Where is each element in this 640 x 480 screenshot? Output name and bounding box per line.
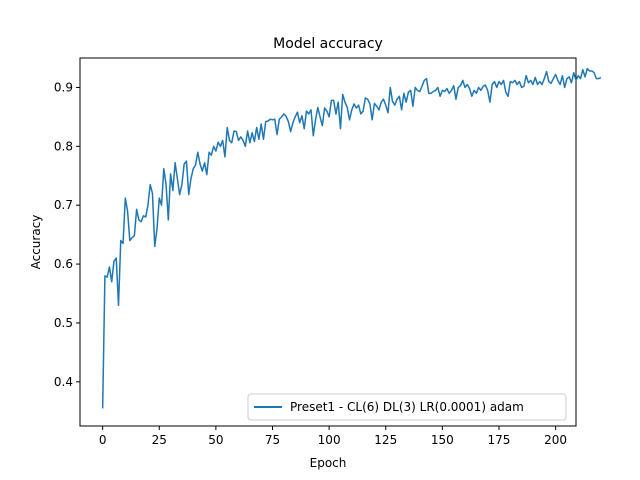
series-line <box>101 67 602 409</box>
x-tick-label: 0 <box>99 433 107 447</box>
axes-frame <box>79 57 577 427</box>
x-tick-label: 75 <box>265 433 280 447</box>
plot-area: 0 25 50 75 100 125 150 175 200 0.4 0.5 0.6 0.7 0.8 0.9 <box>54 57 602 447</box>
x-tick-label: 200 <box>544 433 567 447</box>
x-tick-label: 125 <box>374 433 397 447</box>
legend-box <box>247 393 567 421</box>
x-tick-label: 25 <box>152 433 167 447</box>
x-tick-label: 150 <box>431 433 454 447</box>
x-tick-label: 175 <box>488 433 511 447</box>
y-tick-label: 0.5 <box>54 316 73 330</box>
x-tick-label: 100 <box>318 433 341 447</box>
y-tick-label: 0.7 <box>54 198 73 212</box>
y-tick-label: 0.8 <box>54 139 73 153</box>
y-tick-label: 0.6 <box>54 257 73 271</box>
x-tick-label: 50 <box>208 433 223 447</box>
legend: Preset1 - CL(6) DL(3) LR(0.0001) adam <box>247 393 567 421</box>
legend-series-label: Preset1 - CL(6) DL(3) LR(0.0001) adam <box>290 400 524 414</box>
x-axis-label: Epoch <box>310 456 347 470</box>
y-tick-label: 0.4 <box>54 375 73 389</box>
y-axis-label: Accuracy <box>29 215 43 270</box>
y-tick-label: 0.9 <box>54 80 73 94</box>
chart-title: Model accuracy <box>273 36 383 52</box>
